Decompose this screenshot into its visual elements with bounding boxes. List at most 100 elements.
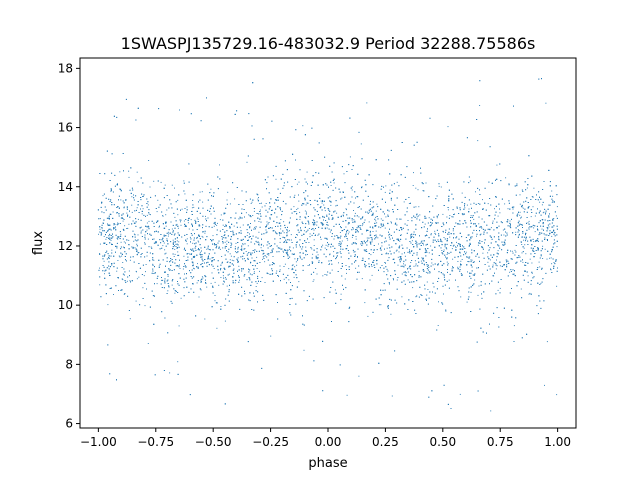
data-point bbox=[331, 269, 333, 271]
data-point bbox=[123, 206, 125, 208]
data-point bbox=[210, 188, 212, 190]
data-point bbox=[254, 226, 256, 228]
data-point bbox=[510, 223, 511, 225]
data-point bbox=[153, 273, 155, 274]
data-point bbox=[231, 259, 233, 261]
data-point bbox=[372, 227, 374, 229]
data-point bbox=[420, 260, 422, 262]
data-point bbox=[327, 224, 329, 226]
data-point bbox=[424, 223, 426, 225]
data-point bbox=[141, 213, 143, 215]
data-point bbox=[308, 221, 310, 223]
data-point bbox=[306, 202, 308, 204]
data-point bbox=[401, 296, 403, 298]
data-point bbox=[177, 361, 179, 363]
data-point bbox=[542, 201, 544, 203]
data-point bbox=[354, 251, 356, 253]
data-point bbox=[124, 225, 126, 227]
data-point bbox=[392, 237, 393, 239]
data-point bbox=[162, 279, 164, 281]
data-point bbox=[399, 218, 401, 220]
data-point bbox=[490, 204, 492, 206]
data-point bbox=[328, 228, 330, 230]
data-point bbox=[451, 268, 453, 270]
data-point bbox=[509, 271, 511, 273]
data-point bbox=[449, 273, 451, 275]
data-point bbox=[481, 227, 483, 229]
data-point bbox=[451, 248, 453, 250]
data-point bbox=[536, 305, 538, 307]
data-point bbox=[368, 237, 370, 239]
data-point bbox=[378, 304, 380, 306]
data-point bbox=[416, 141, 418, 143]
data-point bbox=[479, 80, 481, 82]
data-point bbox=[390, 221, 392, 223]
data-point bbox=[241, 270, 243, 272]
data-point bbox=[253, 309, 255, 311]
data-point bbox=[211, 272, 213, 274]
data-point bbox=[498, 245, 500, 247]
data-point bbox=[131, 196, 133, 198]
data-point bbox=[551, 235, 553, 237]
data-point bbox=[320, 236, 321, 238]
data-point bbox=[507, 221, 509, 223]
data-point bbox=[116, 237, 118, 239]
data-point bbox=[220, 214, 222, 216]
data-point bbox=[426, 281, 428, 283]
data-point bbox=[205, 215, 206, 217]
data-point bbox=[166, 260, 168, 262]
data-point bbox=[372, 261, 374, 263]
data-point bbox=[503, 234, 505, 236]
data-point bbox=[275, 272, 277, 274]
data-point bbox=[221, 256, 223, 257]
data-point bbox=[114, 223, 116, 225]
data-point bbox=[499, 287, 501, 289]
data-point bbox=[469, 275, 471, 277]
data-point bbox=[166, 238, 168, 240]
data-point bbox=[291, 267, 293, 269]
data-point bbox=[322, 390, 324, 392]
data-point bbox=[403, 280, 405, 282]
data-point bbox=[103, 260, 105, 262]
data-point bbox=[244, 258, 245, 260]
data-point bbox=[197, 236, 198, 238]
data-point bbox=[311, 228, 313, 230]
data-point bbox=[513, 325, 515, 327]
data-point bbox=[343, 173, 345, 175]
data-point bbox=[198, 296, 200, 298]
data-point bbox=[528, 293, 530, 295]
data-point bbox=[186, 211, 188, 213]
data-point bbox=[146, 255, 148, 257]
data-point bbox=[448, 199, 450, 201]
data-point bbox=[351, 229, 353, 231]
data-point bbox=[133, 240, 135, 242]
data-point bbox=[316, 221, 318, 223]
data-point bbox=[224, 237, 226, 239]
data-point bbox=[450, 408, 452, 409]
data-point bbox=[213, 192, 215, 194]
data-point bbox=[403, 266, 405, 268]
data-point bbox=[258, 221, 260, 222]
data-point bbox=[137, 181, 139, 183]
data-point bbox=[521, 206, 523, 208]
data-point bbox=[224, 320, 226, 322]
data-point bbox=[254, 243, 256, 245]
data-point bbox=[129, 280, 131, 282]
data-point bbox=[187, 222, 189, 224]
data-point bbox=[223, 212, 225, 214]
data-point bbox=[368, 258, 370, 260]
data-point bbox=[116, 270, 118, 272]
data-point bbox=[265, 232, 267, 234]
data-point bbox=[253, 210, 255, 212]
data-point bbox=[174, 248, 176, 250]
data-point bbox=[261, 202, 262, 204]
data-point bbox=[365, 265, 367, 267]
data-point bbox=[401, 253, 403, 255]
data-point bbox=[266, 224, 268, 226]
data-point bbox=[277, 302, 278, 303]
data-point bbox=[348, 252, 350, 254]
data-point bbox=[211, 261, 213, 263]
data-point bbox=[525, 265, 527, 266]
data-point bbox=[495, 179, 496, 181]
data-point bbox=[180, 297, 182, 299]
